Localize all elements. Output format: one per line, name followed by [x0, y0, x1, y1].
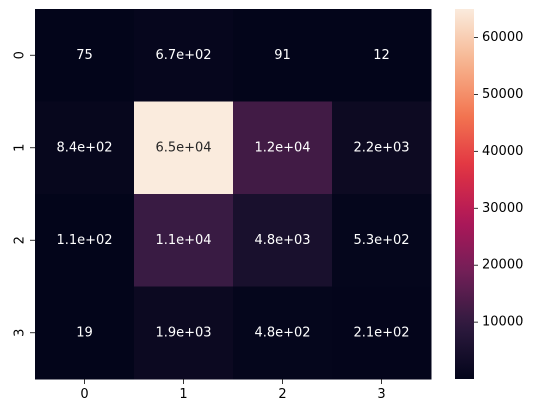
heatmap-cell-r1-c1 [134, 101, 234, 195]
heatmap-cell-r0-c0 [35, 9, 135, 102]
cell-annotation-r0-c3: 12 [373, 48, 390, 63]
cell-annotation-r0-c2: 91 [274, 48, 291, 63]
heatmap-cell-r0-c1 [134, 9, 234, 102]
cell-annotation-r3-c0: 19 [76, 325, 93, 340]
colorbar-gradient [455, 9, 474, 379]
y-tick-label-0: 0 [13, 51, 28, 59]
colorbar-tick-label-5: 60000 [482, 30, 523, 45]
heatmap-cell-r1-c0 [35, 101, 135, 195]
x-tick-label-1: 1 [179, 387, 187, 402]
heatmap-cell-r1-c3 [332, 101, 432, 195]
y-tick-label-2: 2 [13, 236, 28, 244]
heatmap-cell-r2-c2 [233, 194, 333, 287]
colorbar-tick-label-3: 40000 [482, 144, 523, 159]
cell-annotations: 75 6.7e+02 91 12 8.4e+02 6.5e+04 1.2e+04 2.2e+0… [56, 48, 409, 341]
colorbar-tick-label-0: 10000 [482, 315, 523, 330]
cell-annotation-r2-c1: 1.1e+04 [155, 233, 211, 248]
cell-annotation-r0-c0: 75 [76, 48, 93, 63]
colorbar-tick-label-1: 20000 [482, 258, 523, 273]
heatmap-cell-r3-c2 [233, 286, 333, 380]
heatmap-cell-r0-c3 [332, 9, 432, 102]
heatmap-cell-r3-c3 [332, 286, 432, 380]
heatmap-cell-r2-c3 [332, 194, 432, 287]
cell-annotation-r0-c1: 6.7e+02 [155, 48, 211, 63]
cell-annotation-r3-c3: 2.1e+02 [353, 325, 409, 340]
x-axis: 0 1 2 3 [80, 379, 386, 402]
cell-annotation-r2-c2: 4.8e+03 [254, 233, 310, 248]
heatmap-cell-r3-c1 [134, 286, 234, 380]
cell-annotation-r1-c3: 2.2e+03 [353, 140, 409, 155]
cell-annotation-r1-c0: 8.4e+02 [56, 140, 112, 155]
colorbar: 10000 20000 30000 40000 50000 60000 [455, 9, 523, 379]
cell-annotation-r2-c0: 1.1e+02 [56, 233, 112, 248]
heatmap-cells [35, 9, 432, 380]
x-tick-label-0: 0 [80, 387, 88, 402]
y-tick-label-1: 1 [13, 144, 28, 152]
cell-annotation-r3-c2: 4.8e+02 [254, 325, 310, 340]
colorbar-tick-label-2: 30000 [482, 201, 523, 216]
heatmap-cell-r2-c1 [134, 194, 234, 287]
cell-annotation-r3-c1: 1.9e+03 [155, 325, 211, 340]
heatmap-cell-r1-c2 [233, 101, 333, 195]
y-tick-label-3: 3 [13, 329, 28, 337]
cell-annotation-r1-c2: 1.2e+04 [254, 140, 310, 155]
x-tick-label-3: 3 [377, 387, 385, 402]
heatmap-cell-r3-c0 [35, 286, 135, 380]
cell-annotation-r1-c1: 6.5e+04 [155, 140, 211, 155]
cell-annotation-r2-c3: 5.3e+02 [353, 233, 409, 248]
heatmap-cell-r0-c2 [233, 9, 333, 102]
heatmap-cell-r2-c0 [35, 194, 135, 287]
y-axis: 0 1 2 3 [13, 51, 35, 337]
x-tick-label-2: 2 [278, 387, 286, 402]
colorbar-tick-label-4: 50000 [482, 87, 523, 102]
colorbar-ticks: 10000 20000 30000 40000 50000 60000 [474, 30, 523, 330]
